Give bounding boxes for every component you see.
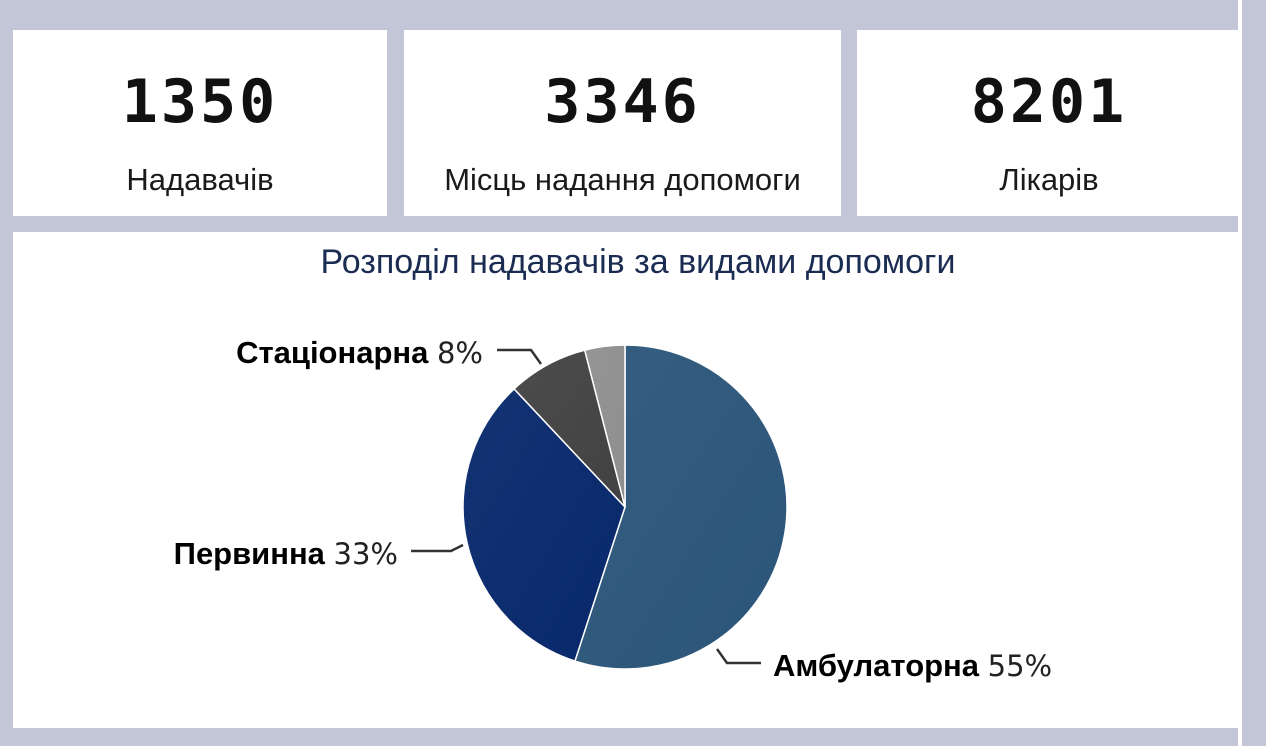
- pie-leader-line: [411, 543, 464, 553]
- chart-title: Розподіл надавачів за видами допомоги: [320, 243, 956, 281]
- pie-slice-label: Амбулаторна 55%: [773, 648, 1052, 683]
- pie-slice-label: Первинна 33%: [174, 536, 398, 571]
- pie-leader-line: [497, 348, 543, 365]
- pie-slice-первинна: [462, 387, 626, 663]
- stat-label: Надавачів: [126, 162, 274, 197]
- pie-slice-label: Стаціонарна 8%: [236, 335, 483, 370]
- pie-slice-percent: 33%: [334, 537, 398, 571]
- stat-label: Лікарів: [999, 162, 1099, 197]
- pie-slice-name: Стаціонарна: [236, 335, 437, 370]
- pie-slice-percent: 8%: [437, 336, 483, 370]
- stat-card-providers: 1350 Надавачів: [13, 30, 387, 216]
- stat-value: 1350: [121, 67, 279, 137]
- stat-label: Місць надання допомоги: [444, 162, 801, 197]
- stat-value: 3346: [544, 67, 701, 137]
- stat-card-locations: 3346 Місць надання допомоги: [404, 30, 841, 216]
- pie-chart: Амбулаторна 55% Первинна 33% Стаціонарна 8…: [174, 335, 1052, 683]
- pie-slice-other: [583, 344, 626, 508]
- pie-slice-percent: 55%: [988, 649, 1052, 683]
- chart-panel: Розподіл надавачів за видами допомоги Ам…: [13, 232, 1241, 728]
- stat-card-doctors: 8201 Лікарів: [857, 30, 1241, 216]
- pie-leader-line: [715, 648, 761, 665]
- pie-slice-name: Амбулаторна: [773, 648, 988, 683]
- pie-slice-name: Первинна: [174, 536, 334, 571]
- stat-value: 8201: [970, 67, 1128, 137]
- pie-slice-амбулаторна: [573, 344, 788, 670]
